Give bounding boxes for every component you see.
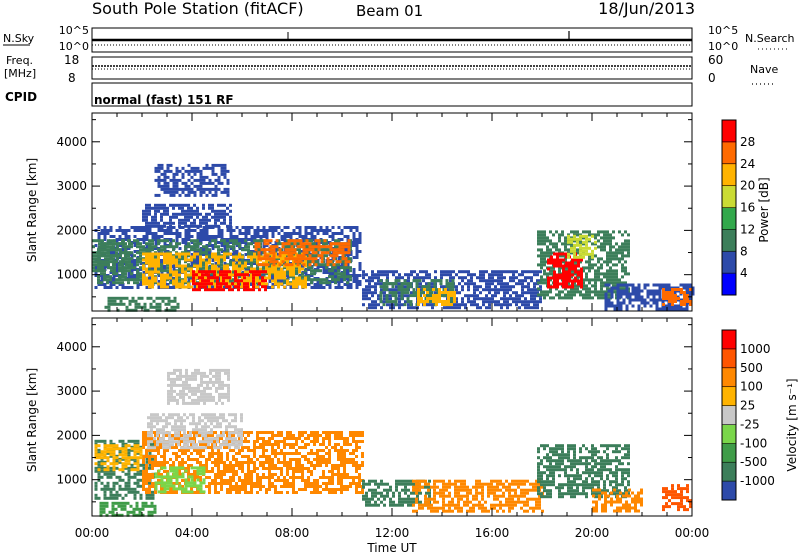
echo-region <box>537 444 630 499</box>
colorbar-level <box>722 424 736 444</box>
nsearch-tick-bottom: 10^0 <box>708 40 738 53</box>
x-tick-label: 00:00 <box>75 526 110 540</box>
colorbar-level <box>722 163 736 187</box>
echo-region <box>567 234 597 259</box>
colorbar-tick-label: -500 <box>740 455 767 469</box>
colorbar-tick-label: 24 <box>740 157 755 171</box>
colorbar-tick-label: 12 <box>740 222 755 236</box>
nave-label: Nave <box>750 63 778 76</box>
colorbar-level <box>722 185 736 208</box>
power-panel: 1000 2000 3000 4000 28 24 20 16 12 8 4 <box>56 112 755 312</box>
echo-region <box>192 270 267 292</box>
echo-region <box>154 466 206 494</box>
nsearch-tick-top: 10^5 <box>708 24 738 37</box>
date-label: 18/Jun/2013 <box>598 0 695 18</box>
x-tick-label: 16:00 <box>475 526 510 540</box>
colorbar-level <box>722 141 736 165</box>
echo-region <box>94 444 143 472</box>
nsky-tick-top: 10^5 <box>59 24 89 37</box>
power-colorbar-label: Power [dB] <box>757 177 771 242</box>
velocity-ylabel: Slant Range [km] <box>25 368 39 472</box>
echo-region <box>417 288 456 306</box>
y-tick-label: 4000 <box>56 135 87 149</box>
echo-region <box>662 288 692 306</box>
echo-region <box>147 413 243 450</box>
colorbar-level <box>722 481 736 501</box>
freq-tick-bottom: 8 <box>68 71 76 85</box>
cpid-strip <box>91 82 693 107</box>
nsearch-label: N.Search <box>745 32 795 45</box>
colorbar-level <box>722 229 736 252</box>
colorbar-tick-label: 8 <box>740 244 748 258</box>
cpid-text: normal (fast) 151 RF <box>94 93 234 107</box>
colorbar-level <box>722 443 736 463</box>
colorbar-level <box>722 251 736 274</box>
colorbar-level <box>722 462 736 482</box>
nsky-label: N.Sky <box>3 32 35 45</box>
y-tick-label: 4000 <box>56 340 87 354</box>
y-tick-label: 2000 <box>56 223 87 237</box>
freq-label-1: Freq. <box>6 54 33 67</box>
cpid-label: CPID <box>5 90 37 104</box>
velocity-panel: 1000 2000 3000 4000 1000 500 100 25 -25 -100 -500 -… <box>56 317 775 540</box>
echo-region <box>592 488 643 513</box>
nsky-tick-bottom: 10^0 <box>59 40 89 53</box>
colorbar-level <box>722 348 736 369</box>
colorbar-level <box>722 405 736 425</box>
echo-region <box>254 239 351 267</box>
y-tick-label: 1000 <box>56 473 87 487</box>
echo-region <box>154 163 230 197</box>
colorbar-tick-label: 25 <box>740 399 755 413</box>
freq-strip <box>91 56 693 80</box>
colorbar-frame <box>721 329 737 501</box>
x-tick-label: 04:00 <box>175 526 210 540</box>
echo-region <box>604 283 695 311</box>
colorbar-tick-label: -25 <box>740 417 760 431</box>
beam-label: Beam 01 <box>356 2 423 20</box>
y-tick-label: 1000 <box>56 268 87 282</box>
colorbar-tick-label: 20 <box>740 179 755 193</box>
colorbar-tick-label: -1000 <box>740 474 775 488</box>
nave-tick-bottom: 0 <box>708 71 716 85</box>
y-tick-label: 3000 <box>56 179 87 193</box>
colorbar-tick-label: 16 <box>740 201 755 215</box>
echo-region <box>104 296 180 312</box>
x-tick-label: 12:00 <box>375 526 410 540</box>
colorbar-tick-label: 1000 <box>740 342 771 356</box>
colorbar-tick-label: 100 <box>740 380 763 394</box>
colorbar-level <box>722 273 736 296</box>
echo-region <box>412 479 544 513</box>
colorbar-level <box>722 386 736 407</box>
station-title: South Pole Station (fitACF) <box>92 0 304 18</box>
power-ylabel: Slant Range [km] <box>25 158 39 262</box>
freq-label-2: [MHz] <box>4 67 36 80</box>
colorbar-tick-label: 4 <box>740 266 748 280</box>
nave-tick-top: 60 <box>708 53 723 67</box>
echo-region <box>167 368 230 405</box>
x-tick-label: 20:00 <box>575 526 610 540</box>
echo-region <box>662 484 692 512</box>
x-tick-label: 00:00 <box>675 526 710 540</box>
colorbar-level <box>722 120 736 143</box>
y-tick-label: 2000 <box>56 428 87 442</box>
colorbar-level <box>722 207 736 230</box>
echo-region <box>142 203 232 228</box>
colorbar-tick-label: -100 <box>740 436 767 450</box>
freq-tick-top: 18 <box>64 53 79 67</box>
x-axis-label: Time UT <box>366 541 417 554</box>
colorbar-tick-label: 500 <box>740 361 763 375</box>
echo-region <box>99 501 157 517</box>
y-tick-label: 3000 <box>56 384 87 398</box>
velocity-colorbar-label: Velocity [m s⁻¹] <box>785 378 799 471</box>
x-tick-label: 08:00 <box>275 526 310 540</box>
nsky-strip <box>91 27 693 53</box>
colorbar-level <box>722 367 736 388</box>
colorbar-level <box>722 330 736 350</box>
colorbar-tick-label: 28 <box>740 135 755 149</box>
